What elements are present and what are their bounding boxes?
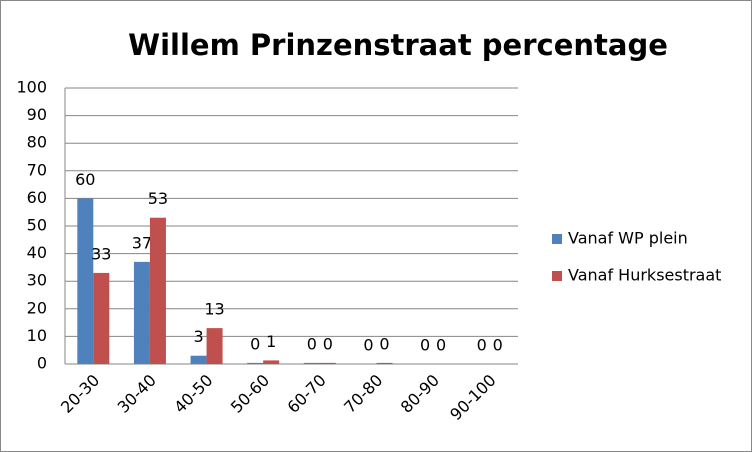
y-tick-label: 70 xyxy=(27,160,47,179)
data-label: 60 xyxy=(75,170,95,189)
data-label: 37 xyxy=(132,233,152,252)
y-tick-label: 30 xyxy=(27,271,47,290)
data-label: 0 xyxy=(436,336,446,355)
data-label: 0 xyxy=(250,334,260,353)
y-tick-label: 80 xyxy=(27,133,47,152)
data-label: 3 xyxy=(193,327,203,346)
bar xyxy=(190,355,207,364)
chart-title: Willem Prinzenstraat percentage xyxy=(128,28,668,62)
y-tick-label: 40 xyxy=(27,243,47,262)
legend-label: Vanaf WP plein xyxy=(568,229,688,248)
data-label: 0 xyxy=(477,336,487,355)
data-label: 0 xyxy=(420,336,430,355)
data-label: 13 xyxy=(204,300,224,319)
bar xyxy=(77,198,94,364)
bar xyxy=(149,217,166,364)
data-label: 0 xyxy=(379,334,389,353)
legend-swatch xyxy=(552,271,562,281)
legend-label: Vanaf Hurksestraat xyxy=(568,266,721,285)
data-label: 1 xyxy=(266,332,276,351)
bar xyxy=(93,272,110,364)
y-tick-label: 90 xyxy=(27,105,47,124)
y-tick-label: 100 xyxy=(16,78,47,97)
y-tick-label: 10 xyxy=(27,326,47,345)
y-tick-label: 20 xyxy=(27,298,47,317)
bar xyxy=(303,362,320,364)
y-tick-label: 50 xyxy=(27,216,47,235)
y-tick-label: 60 xyxy=(27,188,47,207)
y-tick-label: 0 xyxy=(37,354,47,373)
bar xyxy=(133,261,150,364)
bar xyxy=(319,362,336,364)
data-label: 53 xyxy=(148,189,168,208)
data-label: 0 xyxy=(307,334,317,353)
legend-swatch xyxy=(552,234,562,244)
bar xyxy=(247,362,264,364)
data-label: 33 xyxy=(91,244,111,263)
bar xyxy=(206,328,223,364)
bar xyxy=(263,360,280,364)
data-label: 0 xyxy=(363,336,373,355)
bar xyxy=(376,362,393,364)
data-label: 0 xyxy=(493,336,503,355)
data-label: 0 xyxy=(323,334,333,353)
